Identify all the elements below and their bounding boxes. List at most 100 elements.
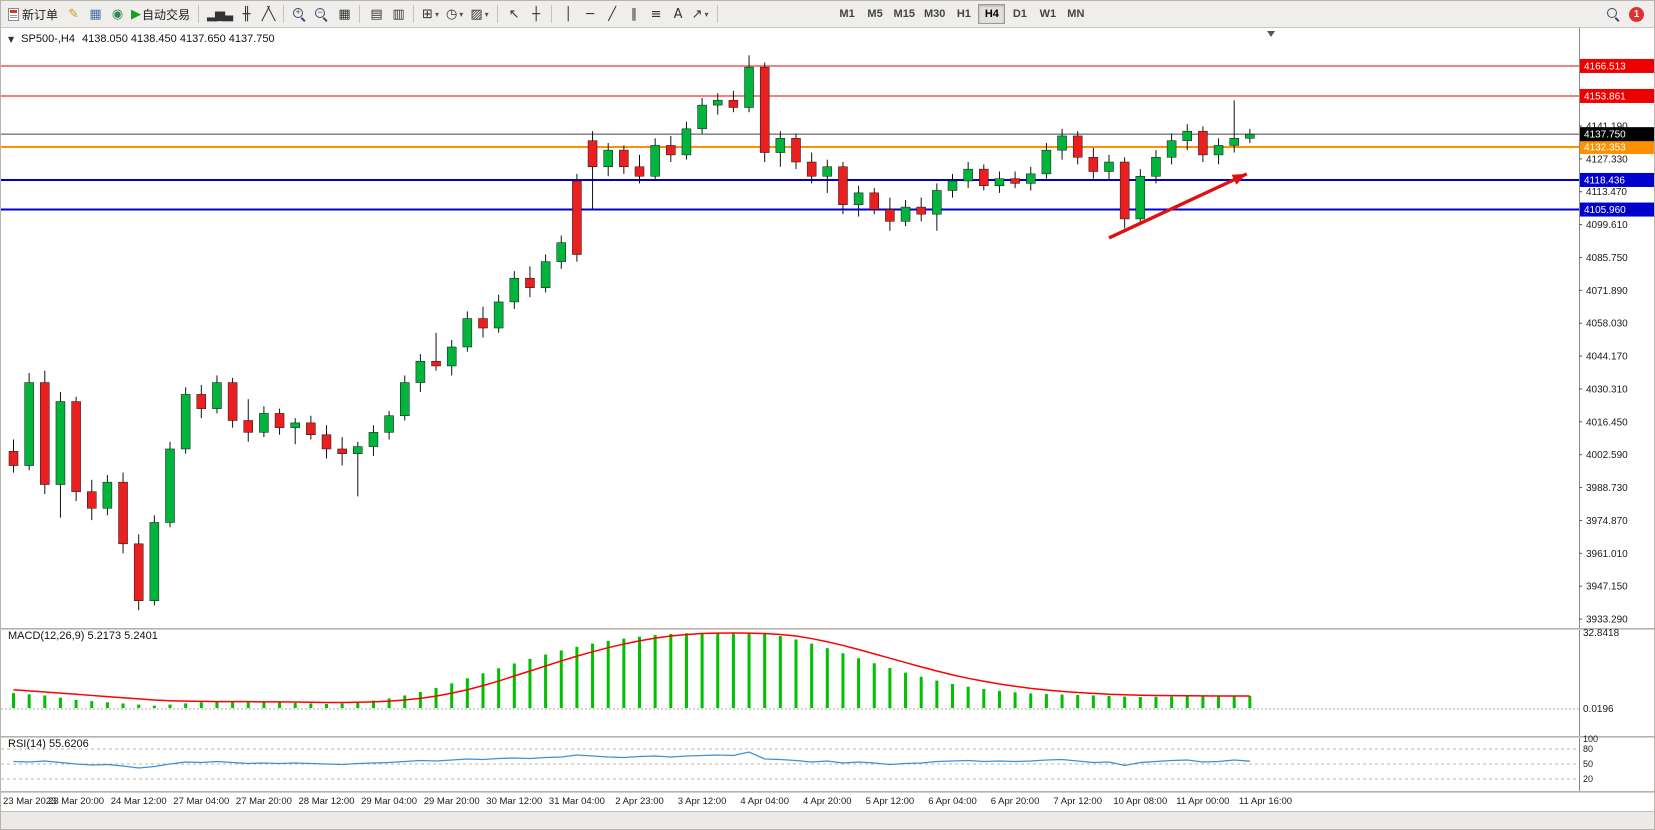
macd-signal-line [13, 632, 1250, 704]
new-chart-icon: ⊞ [422, 6, 433, 22]
metaeditor-icon: ✎ [68, 6, 79, 22]
timeframe-d1-button[interactable]: D1 [1006, 4, 1033, 24]
search-button[interactable] [1603, 3, 1624, 25]
toolbar-separator [359, 5, 361, 23]
autotrading-button-label: 自动交易 [142, 7, 191, 22]
svg-text:28 Mar 12:00: 28 Mar 12:00 [299, 796, 355, 807]
candlestick-series [8, 55, 1255, 611]
dropdown-arrow-icon: ▾ [704, 9, 709, 19]
svg-text:4105.960: 4105.960 [1584, 205, 1626, 216]
dropdown-arrow-icon: ▾ [434, 9, 439, 19]
autotrading-button[interactable]: ▶ 自动交易 [128, 3, 193, 25]
timeframe-m1-button[interactable]: M1 [834, 4, 861, 24]
arrange-horizontal-button[interactable]: ▤ [365, 3, 386, 25]
crosshair-button[interactable]: ┼ [525, 3, 546, 25]
text-button[interactable]: A [667, 3, 688, 25]
trend-arrow[interactable] [1108, 172, 1248, 240]
line-chart-button[interactable]: ╱╲ [257, 3, 278, 25]
svg-text:4127.330: 4127.330 [1586, 154, 1628, 165]
svg-text:27 Mar 04:00: 27 Mar 04:00 [173, 796, 229, 807]
timeframe-h4-button[interactable]: H4 [978, 4, 1006, 24]
bar-chart-button[interactable]: ▂▅▃ [204, 3, 234, 25]
support-resistance-lines[interactable] [1, 65, 1579, 211]
chart-shift-marker-icon[interactable] [1267, 31, 1275, 37]
macd-axis-max: 32.8418 [1583, 628, 1620, 639]
svg-text:27 Mar 20:00: 27 Mar 20:00 [236, 796, 292, 807]
svg-text:4071.890: 4071.890 [1586, 286, 1628, 297]
svg-text:10 Apr 08:00: 10 Apr 08:00 [1113, 796, 1167, 807]
templates-button[interactable]: ▨ ▾ [467, 3, 491, 25]
horizontal-line-button[interactable]: ─ [579, 3, 600, 25]
navigator-icon: ◉ [111, 6, 123, 22]
chart-canvas[interactable]: 4141.190 4127.330 4113.470 4099.610 4085.750… [1, 28, 1655, 830]
svg-text:29 Mar 04:00: 29 Mar 04:00 [361, 796, 417, 807]
svg-text:3974.870: 3974.870 [1586, 516, 1628, 527]
candlestick-chart-icon: ╫ [242, 6, 251, 22]
timeframe-h1-button[interactable]: H1 [950, 4, 977, 24]
timeframe-w1-button[interactable]: W1 [1034, 4, 1061, 24]
svg-text:6 Apr 20:00: 6 Apr 20:00 [991, 796, 1040, 807]
line-chart-icon: ╱╲ [261, 6, 276, 22]
svg-text:2 Apr 23:00: 2 Apr 23:00 [615, 796, 664, 807]
autotrading-icon: ▶ [131, 6, 141, 22]
arrange-vertical-icon: ▥ [392, 6, 404, 22]
navigator-button[interactable]: ◉ [106, 3, 127, 25]
one-click-trading-icon[interactable]: ▼ [8, 34, 15, 44]
price-tag: 4132.353 [1580, 139, 1654, 154]
timeframe-mn-button[interactable]: MN [1062, 4, 1089, 24]
zoom-out-button[interactable]: − [311, 3, 332, 25]
svg-text:11 Apr 16:00: 11 Apr 16:00 [1239, 796, 1292, 807]
vertical-line-button[interactable]: │ [557, 3, 578, 25]
arrange-vertical-button[interactable]: ▥ [387, 3, 408, 25]
svg-text:11 Apr 00:00: 11 Apr 00:00 [1176, 796, 1229, 807]
fibonacci-button[interactable]: ≡ [645, 3, 666, 25]
templates-icon: ▨ [470, 6, 482, 22]
svg-text:24 Mar 12:00: 24 Mar 12:00 [111, 796, 167, 807]
svg-text:29 Mar 20:00: 29 Mar 20:00 [424, 796, 480, 807]
macd-axis-min: 0.0196 [1583, 704, 1614, 715]
tile-windows-icon: ▦ [338, 6, 350, 22]
cursor-icon: ↖ [508, 6, 520, 22]
toolbar-separator [283, 5, 285, 23]
fibonacci-icon: ≡ [650, 6, 662, 22]
tile-windows-button[interactable]: ▦ [333, 3, 354, 25]
timeframe-m15-button[interactable]: M15 [890, 4, 919, 24]
rsi-axis-label: 80 [1583, 744, 1593, 754]
price-tag: 4118.436 [1580, 172, 1654, 187]
svg-text:23 Mar 2023: 23 Mar 2023 [3, 796, 56, 807]
bar-chart-icon: ▂▅▃ [207, 6, 233, 22]
zoom-in-icon: + [292, 7, 307, 22]
svg-text:3 Apr 12:00: 3 Apr 12:00 [678, 796, 727, 807]
new-order-button-label: 新订单 [22, 7, 59, 22]
svg-text:4030.310: 4030.310 [1586, 384, 1628, 395]
main-toolbar: 新订单 ✎ ▦ ◉ ▶ 自动交易 ▂▅▃ ╫ ╱╲ + − ▦ ▤ ▥ ⊞ ▾ ◷ ▾ ▨ ▾ ↖ ┼ │ ─ ╱ ∥ ≡ A ↗ ▾ M1… [1, 1, 1654, 28]
horizontal-line-icon: ─ [586, 6, 594, 22]
svg-text:23 Mar 20:00: 23 Mar 20:00 [48, 796, 104, 807]
dropdown-arrow-icon: ▾ [459, 9, 464, 19]
rsi-axis-label: 20 [1583, 774, 1593, 784]
channel-button[interactable]: ∥ [623, 3, 644, 25]
periods-button[interactable]: ◷ ▾ [443, 3, 466, 25]
notification-badge[interactable]: 1 [1629, 6, 1644, 22]
rsi-axis-label: 100 [1583, 734, 1598, 744]
timeframe-m30-button[interactable]: M30 [920, 4, 949, 24]
rsi-axis-label: 50 [1583, 759, 1593, 769]
arrows-button[interactable]: ↗ ▾ [689, 3, 712, 25]
new-order-button[interactable]: 新订单 [5, 3, 61, 25]
zoom-in-button[interactable]: + [289, 3, 310, 25]
svg-text:4141.190: 4141.190 [1586, 122, 1628, 133]
svg-text:4132.353: 4132.353 [1584, 142, 1626, 153]
timeframe-m5-button[interactable]: M5 [862, 4, 889, 24]
arrange-horizontal-icon: ▤ [370, 6, 382, 22]
new-chart-button[interactable]: ⊞ ▾ [419, 3, 442, 25]
svg-text:3947.150: 3947.150 [1586, 582, 1628, 593]
market-watch-button[interactable]: ▦ [84, 3, 105, 25]
cursor-button[interactable]: ↖ [503, 3, 524, 25]
svg-text:4058.030: 4058.030 [1586, 319, 1628, 330]
chart-container: 4141.190 4127.330 4113.470 4099.610 4085.750… [1, 28, 1655, 830]
candlestick-chart-button[interactable]: ╫ [235, 3, 256, 25]
trendline-button[interactable]: ╱ [601, 3, 622, 25]
metaeditor-button[interactable]: ✎ [62, 3, 83, 25]
text-icon: A [673, 6, 683, 22]
